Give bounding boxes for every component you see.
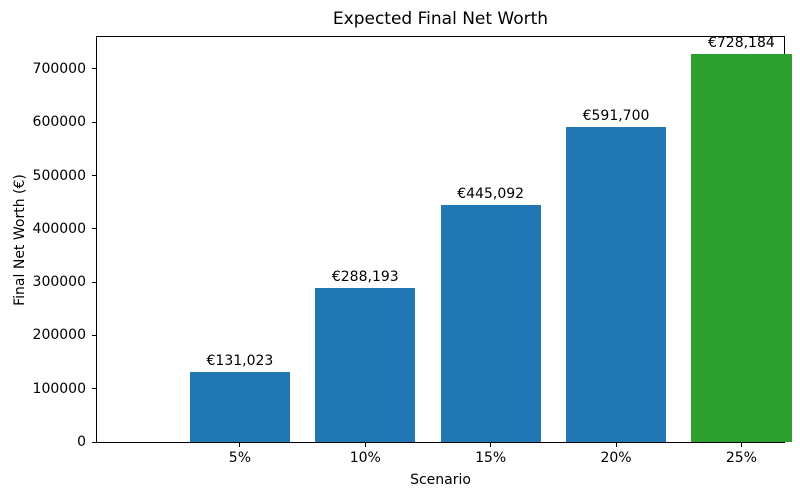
bar-value-label: €445,092 xyxy=(457,185,525,202)
y-tick-mark xyxy=(92,68,96,70)
y-tick-mark xyxy=(92,175,96,177)
y-tick-mark xyxy=(92,334,96,336)
y-tick-label: 600000 xyxy=(32,114,86,131)
x-tick-mark xyxy=(490,443,492,447)
x-tick-label: 15% xyxy=(475,450,507,466)
y-tick-mark xyxy=(92,121,96,123)
bar xyxy=(189,372,291,442)
y-tick-label: 300000 xyxy=(32,274,86,291)
x-tick-label: 25% xyxy=(725,450,757,466)
bar xyxy=(565,126,667,442)
x-tick-mark xyxy=(364,443,366,447)
x-tick-mark xyxy=(239,443,241,447)
chart-title: Expected Final Net Worth xyxy=(332,9,549,29)
x-tick-mark xyxy=(740,443,742,447)
y-tick-mark xyxy=(92,441,96,443)
x-tick-mark xyxy=(615,443,617,447)
y-tick-label: 500000 xyxy=(32,167,86,184)
bar xyxy=(315,288,416,442)
y-tick-mark xyxy=(92,388,96,390)
y-tick-label: 400000 xyxy=(32,220,86,237)
bar xyxy=(691,53,792,442)
bar-value-label: €131,023 xyxy=(206,353,274,370)
y-tick-mark xyxy=(92,281,96,283)
y-tick-label: 700000 xyxy=(32,60,86,77)
bar xyxy=(440,204,541,442)
plot-area: €131,023 €288,193 €445,092 €591,700 €728,184 xyxy=(96,35,792,443)
bar-value-label: €591,700 xyxy=(582,107,650,124)
x-tick-label: 20% xyxy=(600,450,632,466)
bar-value-label: €728,184 xyxy=(707,34,775,51)
y-tick-label: 200000 xyxy=(32,327,86,344)
x-axis-label: Scenario xyxy=(410,472,471,488)
bar-value-label: €288,193 xyxy=(331,269,399,286)
x-tick-label: 5% xyxy=(228,450,252,466)
y-tick-label: 100000 xyxy=(32,380,86,397)
y-tick-label: 0 xyxy=(77,434,86,450)
y-tick-mark xyxy=(92,228,96,230)
x-tick-label: 10% xyxy=(349,450,381,466)
